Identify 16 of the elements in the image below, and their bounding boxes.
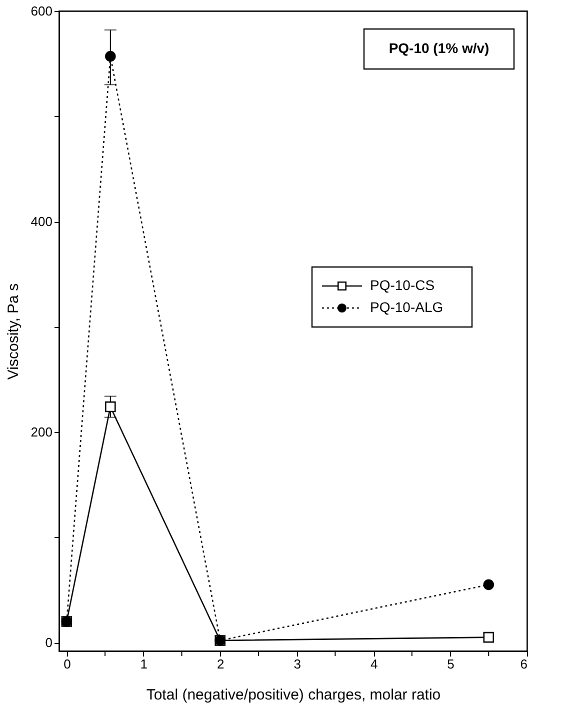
legend-label: PQ-10-ALG bbox=[370, 299, 444, 315]
y-tick-label: 0 bbox=[45, 635, 52, 650]
x-tick-label: 3 bbox=[294, 656, 301, 672]
x-axis-title: Total (negative/positive) charges, molar ratio bbox=[146, 686, 441, 704]
annotation: PQ-10 (1% w/v) bbox=[388, 40, 490, 56]
x-tick-label: 6 bbox=[520, 656, 528, 672]
y-tick-label: 600 bbox=[30, 4, 52, 18]
x-tick-label: 4 bbox=[370, 656, 378, 672]
legend-label: PQ-10-CS bbox=[370, 277, 435, 293]
y-axis-title: Viscosity, Pa s bbox=[4, 283, 22, 380]
x-tick-label: 0 bbox=[64, 656, 71, 672]
x-tick-label: 2 bbox=[217, 656, 224, 672]
y-tick-label: 400 bbox=[30, 214, 52, 230]
x-tick-label: 5 bbox=[447, 656, 454, 672]
y-tick-label: 200 bbox=[30, 424, 52, 440]
x-tick-label: 1 bbox=[140, 656, 148, 672]
